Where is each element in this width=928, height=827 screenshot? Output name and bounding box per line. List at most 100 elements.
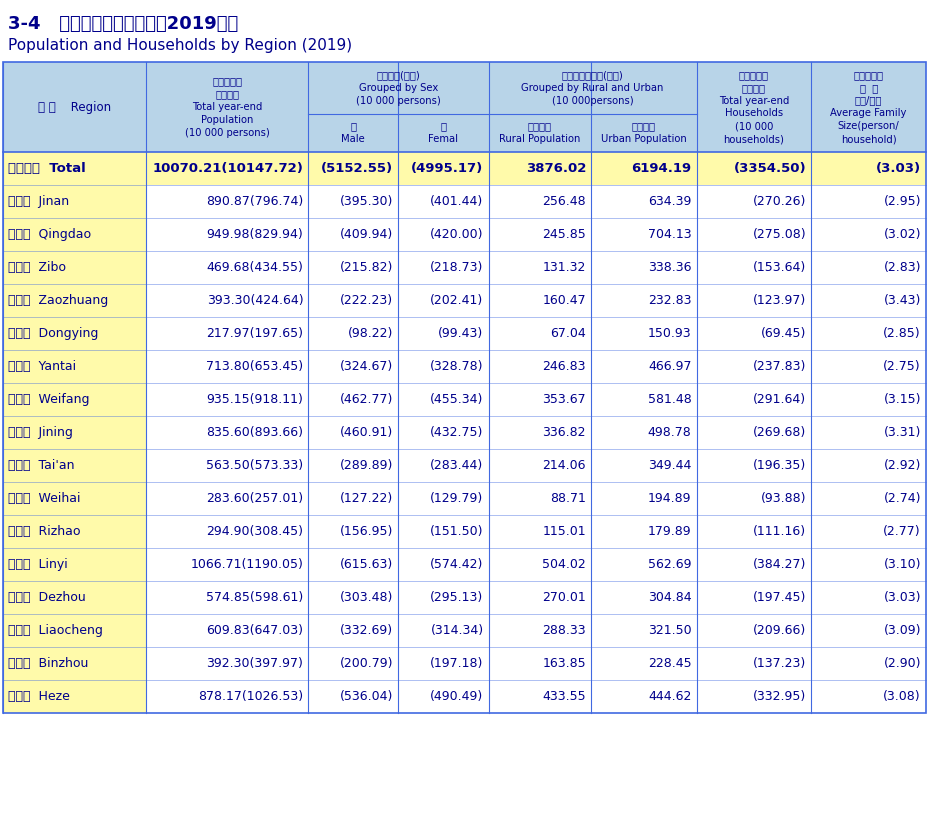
Text: (111.16): (111.16) [753,525,806,538]
Text: 294.90(308.45): 294.90(308.45) [206,525,303,538]
Text: 日照市  Rizhao: 日照市 Rizhao [8,525,81,538]
Text: 东营市  Dongying: 东营市 Dongying [8,327,98,340]
Text: (295.13): (295.13) [430,591,483,604]
Text: 平均家庭户
规  模
（人/户）
Average Family
Size(person/
household): 平均家庭户 规 模 （人/户） Average Family Size(pers… [830,70,906,144]
Text: 150.93: 150.93 [647,327,690,340]
Text: 115.01: 115.01 [542,525,586,538]
Text: (3354.50): (3354.50) [733,162,806,175]
Text: (332.69): (332.69) [340,624,393,637]
Text: (237.83): (237.83) [752,360,806,373]
Text: 336.82: 336.82 [542,426,586,439]
Text: 3-4   各市人口数和总户数（2019年）: 3-4 各市人口数和总户数（2019年） [8,15,238,33]
Text: (3.03): (3.03) [883,591,920,604]
Text: 349.44: 349.44 [648,459,690,472]
Text: 217.97(197.65): 217.97(197.65) [206,327,303,340]
Text: (2.90): (2.90) [883,657,920,670]
Text: 131.32: 131.32 [542,261,586,274]
Text: (395.30): (395.30) [340,195,393,208]
Text: (156.95): (156.95) [340,525,393,538]
Text: 246.83: 246.83 [542,360,586,373]
Text: (4995.17): (4995.17) [411,162,483,175]
Text: (153.64): (153.64) [753,261,806,274]
Text: 城镇人口
Urban Population: 城镇人口 Urban Population [600,122,686,145]
Text: 济宁市  Jining: 济宁市 Jining [8,426,72,439]
Text: (328.78): (328.78) [430,360,483,373]
Text: 德州市  Dezhou: 德州市 Dezhou [8,591,85,604]
Text: 88.71: 88.71 [549,492,586,505]
Text: (2.77): (2.77) [883,525,920,538]
Text: (283.44): (283.44) [430,459,483,472]
Text: (3.02): (3.02) [883,228,920,241]
Text: (197.45): (197.45) [752,591,806,604]
Text: 581.48: 581.48 [647,393,690,406]
Text: (289.89): (289.89) [340,459,393,472]
Text: (3.31): (3.31) [883,426,920,439]
Text: (574.42): (574.42) [430,558,483,571]
Text: (275.08): (275.08) [752,228,806,241]
Text: (3.15): (3.15) [883,393,920,406]
Text: (384.27): (384.27) [752,558,806,571]
Text: 935.15(918.11): 935.15(918.11) [206,393,303,406]
Text: 609.83(647.03): 609.83(647.03) [206,624,303,637]
Text: 按农村、城镇分(万人)
Grouped by Rural and Urban
(10 000persons): 按农村、城镇分(万人) Grouped by Rural and Urban (… [521,70,663,106]
Text: 年末总户数
（万户）
Total year-end
Households
(10 000
households): 年末总户数 （万户） Total year-end Households (10… [718,70,788,144]
Text: 245.85: 245.85 [542,228,586,241]
Text: 潍坊市  Weifang: 潍坊市 Weifang [8,393,89,406]
Text: (291.64): (291.64) [753,393,806,406]
Text: 949.98(829.94): 949.98(829.94) [206,228,303,241]
Text: 济南市  Jinan: 济南市 Jinan [8,195,69,208]
Text: (3.43): (3.43) [883,294,920,307]
Text: (5152.55): (5152.55) [321,162,393,175]
Text: 聊城市  Liaocheng: 聊城市 Liaocheng [8,624,103,637]
Text: 163.85: 163.85 [542,657,586,670]
Text: 304.84: 304.84 [647,591,690,604]
Text: 地 区    Region: 地 区 Region [38,101,111,113]
Text: (303.48): (303.48) [340,591,393,604]
Text: (2.74): (2.74) [883,492,920,505]
Text: (2.85): (2.85) [883,327,920,340]
Text: 574.85(598.61): 574.85(598.61) [206,591,303,604]
Text: 威海市  Weihai: 威海市 Weihai [8,492,81,505]
Text: 泰安市  Tai'an: 泰安市 Tai'an [8,459,74,472]
Text: (490.49): (490.49) [430,690,483,703]
Text: (123.97): (123.97) [753,294,806,307]
Text: 321.50: 321.50 [647,624,690,637]
Text: (98.22): (98.22) [348,327,393,340]
Text: 男
Male: 男 Male [342,122,365,145]
Text: 466.97: 466.97 [648,360,690,373]
Text: 179.89: 179.89 [647,525,690,538]
Text: 890.87(796.74): 890.87(796.74) [206,195,303,208]
Text: (460.91): (460.91) [340,426,393,439]
Bar [3,152,147,713]
Text: (99.43): (99.43) [438,327,483,340]
Text: 214.06: 214.06 [542,459,586,472]
Text: 160.47: 160.47 [542,294,586,307]
Text: (2.75): (2.75) [883,360,920,373]
Text: (455.34): (455.34) [430,393,483,406]
Text: (3.09): (3.09) [883,624,920,637]
Text: (197.18): (197.18) [430,657,483,670]
Text: (215.82): (215.82) [340,261,393,274]
Text: 临沂市  Linyi: 临沂市 Linyi [8,558,68,571]
Text: 年末总人口
（万人）
Total year-end
Population
(10 000 persons): 年末总人口 （万人） Total year-end Population (10… [185,76,269,137]
Text: (409.94): (409.94) [340,228,393,241]
Text: 228.45: 228.45 [647,657,690,670]
Bar [147,152,925,713]
Text: 469.68(434.55): 469.68(434.55) [206,261,303,274]
Text: (202.41): (202.41) [430,294,483,307]
Text: (3.03): (3.03) [875,162,920,175]
Text: 3876.02: 3876.02 [525,162,586,175]
Text: 菏泽市  Heze: 菏泽市 Heze [8,690,70,703]
Text: (222.23): (222.23) [340,294,393,307]
Text: 713.80(653.45): 713.80(653.45) [206,360,303,373]
Text: 704.13: 704.13 [647,228,690,241]
Text: 444.62: 444.62 [648,690,690,703]
Text: 6194.19: 6194.19 [631,162,690,175]
Text: (269.68): (269.68) [753,426,806,439]
Text: (218.73): (218.73) [430,261,483,274]
Text: 194.89: 194.89 [648,492,690,505]
Bar [3,152,925,185]
Text: 288.33: 288.33 [542,624,586,637]
Text: (3.10): (3.10) [883,558,920,571]
Text: (462.77): (462.77) [340,393,393,406]
